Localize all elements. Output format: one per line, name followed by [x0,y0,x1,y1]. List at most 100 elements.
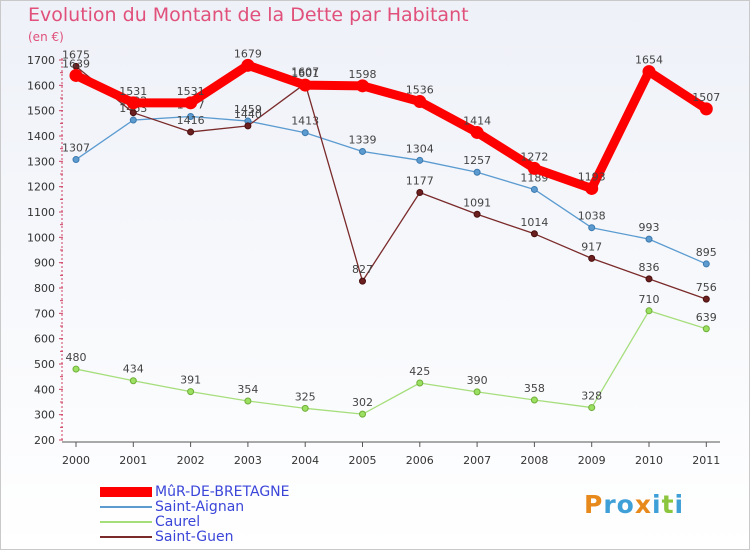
data-label-saint-guen: 1091 [463,196,491,209]
y-tick-label: 1300 [27,155,55,168]
y-tick-label: 800 [34,282,55,295]
chart-subtitle: (en €) [28,30,64,44]
data-label-caurel: 425 [409,365,430,378]
y-tick-label: 300 [34,409,55,422]
series-line-saint-aignan [75,115,707,265]
data-label-caurel: 325 [295,390,316,403]
data-label-mur-de-bretagne: 1193 [578,170,606,183]
y-tick-label: 200 [34,434,55,447]
data-point-mur-de-bretagne [585,181,599,195]
x-tick-label: 2009 [578,454,606,467]
data-point-caurel [359,410,366,418]
data-point-caurel [416,379,424,387]
data-point-saint-aignan [72,156,80,164]
data-label-saint-aignan: 1038 [578,210,606,223]
x-tick-label: 2005 [349,454,377,467]
data-label-caurel: 639 [696,311,717,324]
data-point-mur-de-bretagne [527,161,541,175]
y-tick-label: 400 [34,383,55,396]
data-point-caurel [645,307,653,315]
y-tick-label: 600 [34,333,55,346]
data-point-mur-de-bretagne [356,79,369,93]
x-tick-label: 2003 [234,454,262,467]
data-point-caurel [187,388,195,396]
data-label-saint-guen: 1440 [234,108,262,121]
data-label-saint-aignan: 1339 [349,133,377,146]
data-label-mur-de-bretagne: 1639 [62,57,90,70]
x-tick-label: 2004 [291,454,319,467]
data-label-saint-aignan: 1413 [291,115,319,128]
data-point-saint-aignan [416,156,424,164]
data-label-mur-de-bretagne: 1414 [463,114,491,127]
data-point-caurel [129,377,137,385]
chart-title: Evolution du Montant de la Dette par Hab… [28,4,469,26]
data-label-saint-aignan: 1459 [234,103,262,116]
data-label-mur-de-bretagne: 1654 [635,54,663,67]
data-point-saint-aignan [702,260,710,268]
data-point-mur-de-bretagne [470,125,484,139]
data-label-saint-guen: 1014 [520,216,548,229]
data-label-caurel: 391 [180,374,201,387]
data-label-saint-guen: 756 [696,281,717,294]
x-tick-label: 2001 [119,454,147,467]
data-point-saint-aignan [645,235,653,243]
x-tick-label: 2002 [177,454,205,467]
series-line-caurel [75,310,707,415]
logo-letter: P [584,490,604,519]
data-point-saint-aignan [588,224,596,232]
data-point-saint-guen [359,277,366,285]
logo-letter: i [674,490,685,519]
data-label-saint-guen: 1177 [406,174,434,187]
y-tick-label: 700 [34,307,55,320]
y-tick-label: 1200 [27,181,55,194]
data-label-caurel: 328 [581,390,602,403]
logo-letter: o [616,490,635,519]
logo-letter: t [661,490,675,519]
y-tick-label: 1500 [27,105,55,118]
data-label-caurel: 710 [639,293,660,306]
legend-label: Saint-Guen [155,529,234,545]
data-label-saint-aignan: 993 [639,221,660,234]
data-point-saint-guen [244,122,252,130]
series-line-mur-de-bretagne [71,60,711,193]
data-label-caurel: 480 [66,351,87,364]
logo-letter: r [603,490,617,519]
legend-swatch [100,506,152,508]
x-tick-label: 2007 [463,454,491,467]
data-point-saint-guen [473,210,481,218]
legend-swatch [100,521,152,523]
data-point-saint-aignan [301,129,309,137]
data-label-saint-guen: 1607 [291,66,319,79]
data-point-caurel [588,404,596,412]
y-tick-label: 1600 [27,79,55,92]
data-point-caurel [301,404,309,412]
data-point-caurel [473,388,481,396]
proxiti-logo[interactable]: Proxiti [584,490,684,519]
data-label-mur-de-bretagne: 1531 [119,85,147,98]
data-point-mur-de-bretagne [126,96,140,110]
x-tick-label: 2006 [406,454,434,467]
data-label-saint-guen: 1675 [62,48,90,61]
data-label-caurel: 434 [123,363,144,376]
logo-letter: i [652,490,662,519]
data-point-caurel [530,396,538,404]
legend-label: Caurel [155,514,201,530]
data-point-saint-aignan [129,116,137,124]
data-point-saint-aignan [359,147,366,155]
data-label-saint-guen: 827 [352,263,373,276]
data-label-caurel: 390 [467,374,488,387]
data-label-mur-de-bretagne: 1531 [177,85,205,98]
data-label-caurel: 302 [352,396,373,409]
legend-swatch [100,536,152,538]
data-label-caurel: 358 [524,382,545,395]
data-point-caurel [702,325,710,333]
data-label-mur-de-bretagne: 1598 [349,68,377,81]
data-label-saint-guen: 836 [639,261,660,274]
data-point-saint-guen [129,109,137,117]
y-tick-label: 1400 [27,130,55,143]
data-point-caurel [72,365,80,373]
data-point-saint-guen [187,128,195,136]
data-point-saint-guen [588,254,596,262]
data-point-saint-guen [416,188,424,196]
